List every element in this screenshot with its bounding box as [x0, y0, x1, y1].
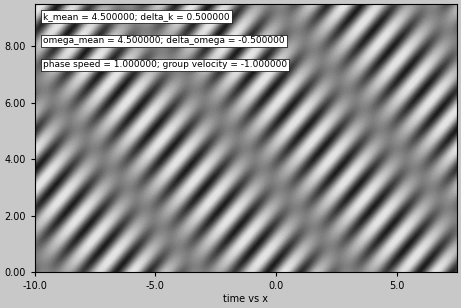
Text: phase speed = 1.000000; group velocity = -1.000000: phase speed = 1.000000; group velocity =…	[43, 60, 287, 69]
Point	[272, 270, 280, 274]
Text: omega_mean = 4.500000; delta_omega = -0.500000: omega_mean = 4.500000; delta_omega = -0.…	[43, 36, 285, 45]
X-axis label: time vs x: time vs x	[223, 294, 268, 304]
Point	[272, 270, 280, 274]
Text: k_mean = 4.500000; delta_k = 0.500000: k_mean = 4.500000; delta_k = 0.500000	[43, 12, 230, 21]
